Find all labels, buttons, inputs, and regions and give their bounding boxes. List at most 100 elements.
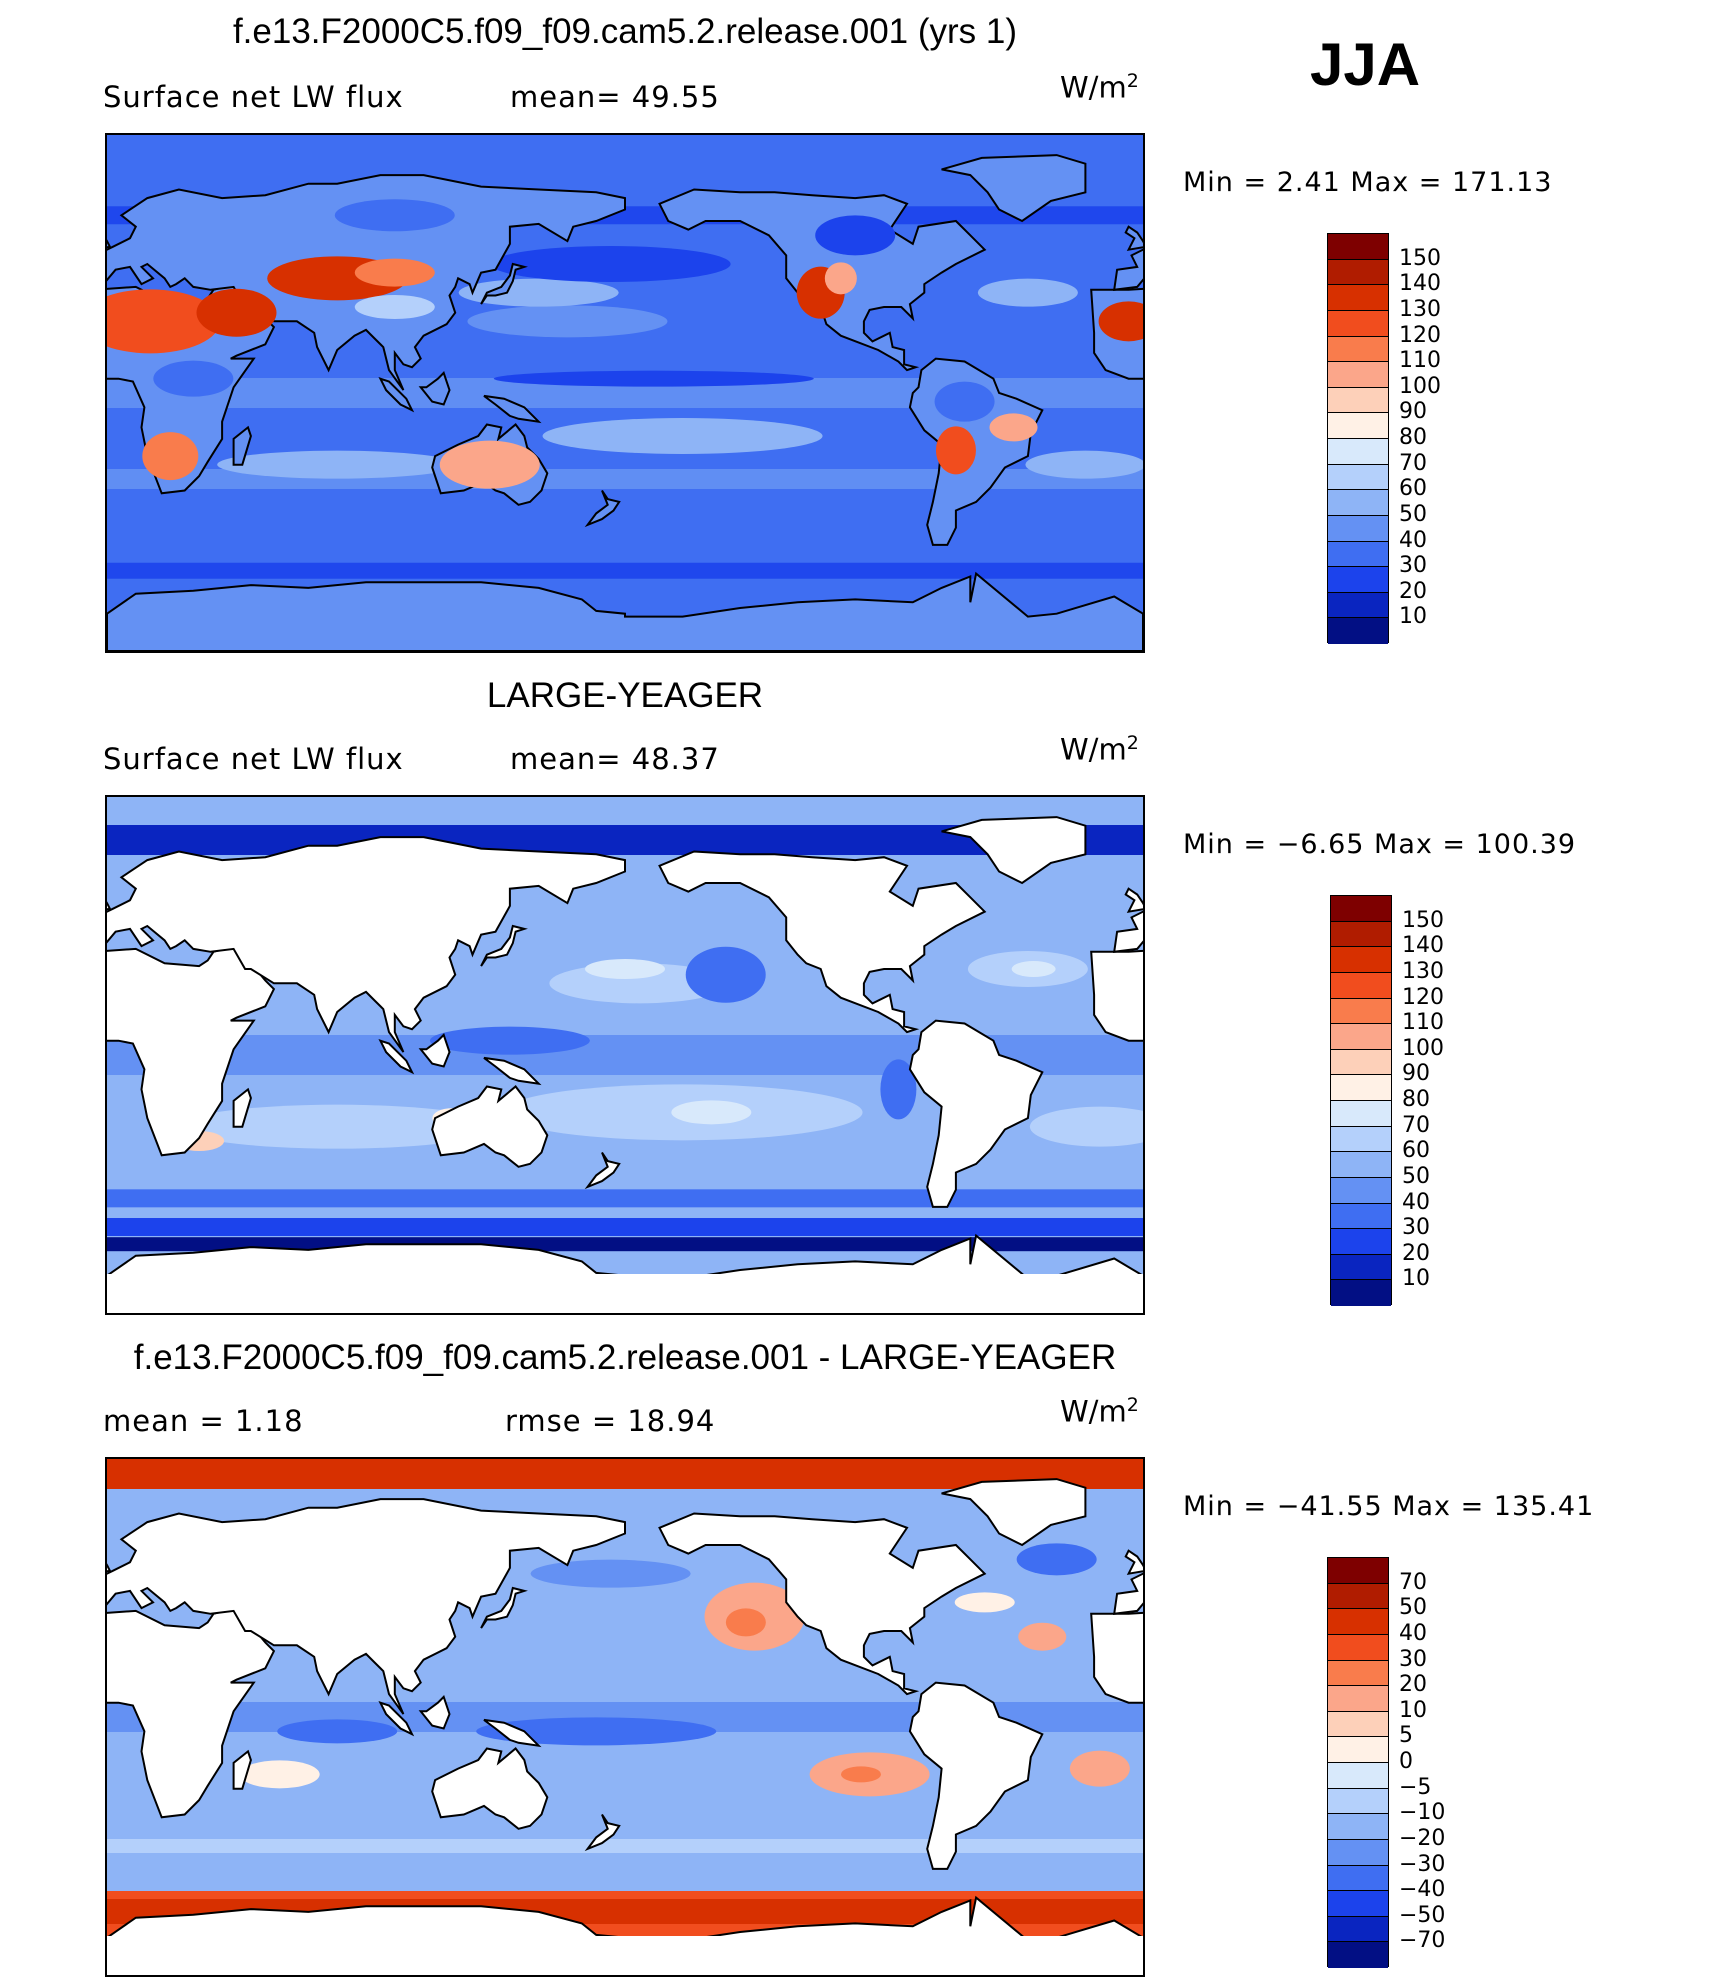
land-borneo [418, 1033, 451, 1068]
colorbar-segment [1328, 336, 1388, 363]
field-patch [934, 381, 995, 422]
colorbar-label: 60 [1399, 476, 1427, 502]
colorbar-label: −5 [1399, 1774, 1432, 1800]
land-africa [1090, 1611, 1143, 1704]
field-patch [1029, 1106, 1143, 1147]
colorbar-segment [1328, 1865, 1388, 1892]
colorbar-label: 10 [1402, 1266, 1430, 1292]
field-patch [585, 959, 665, 979]
world-map [105, 133, 1145, 653]
panel-mean-label: mean= 49.55 [510, 80, 720, 114]
land-japan [480, 1586, 528, 1629]
land-sumatra [378, 1039, 415, 1075]
colorbar-label: 50 [1402, 1163, 1430, 1189]
land-japan [480, 262, 528, 305]
colorbar-label: −30 [1399, 1851, 1446, 1877]
panel-variable-label: Surface net LW flux [103, 80, 404, 114]
land-britain [107, 239, 112, 249]
land-africa [107, 944, 276, 1157]
colorbar-segment [1331, 1152, 1391, 1178]
colorbar-label: 30 [1402, 1215, 1430, 1241]
colorbar-label: 40 [1399, 1620, 1427, 1646]
colorbar-label: 80 [1402, 1087, 1430, 1112]
colorbar-label: −40 [1399, 1877, 1446, 1903]
missing-data-region [107, 1274, 1143, 1313]
colorbar-label: 70 [1399, 450, 1427, 476]
land-japan [480, 924, 528, 967]
field-band [107, 562, 1143, 579]
field-patch [542, 418, 823, 454]
panel-title: LARGE-YEAGER [486, 676, 764, 715]
min-max-readout: Min = −6.65 Max = 100.39 [1183, 829, 1577, 860]
colorbar-label: 5 [1399, 1723, 1413, 1749]
field-patch [493, 370, 814, 387]
colorbar-label: 150 [1399, 245, 1441, 271]
missing-data-region [107, 1936, 1143, 1975]
min-max-readout: Min = 2.41 Max = 171.13 [1183, 167, 1553, 198]
world-map [105, 795, 1145, 1315]
colorbar-label: 110 [1402, 1010, 1444, 1036]
field-hot-patch [935, 426, 976, 475]
colorbar-segment [1331, 1229, 1391, 1255]
colorbar-segment [1328, 1686, 1388, 1712]
field-patch [153, 360, 234, 397]
colorbar-label: 70 [1399, 1569, 1427, 1595]
land-newguinea [483, 394, 542, 424]
colorbar-scale [1327, 233, 1389, 644]
field-band [107, 515, 1143, 529]
land-madagascar [232, 1087, 252, 1128]
field-hot-patch [439, 440, 540, 489]
field-cold-patch [815, 215, 896, 256]
colorbar-label: −50 [1399, 1902, 1446, 1928]
colorbar-label: −20 [1399, 1825, 1446, 1851]
field-band [107, 1839, 1143, 1853]
colorbar-segment [1328, 1558, 1388, 1584]
colorbar-segment [1331, 947, 1391, 973]
field-warm-patch [954, 1592, 1015, 1613]
colorbar-label: 90 [1399, 399, 1427, 425]
land-britain [1124, 1549, 1143, 1576]
land-newguinea [483, 1056, 542, 1086]
panel-units: W/m2 [1060, 732, 1139, 767]
colorbar-label: 10 [1399, 604, 1427, 630]
colorbar-label: 150 [1402, 907, 1444, 933]
field-hot-patch [824, 262, 857, 295]
colorbar-segment [1331, 1280, 1391, 1306]
colorbar-label: 20 [1402, 1240, 1430, 1266]
land-eurasia [1113, 910, 1143, 953]
land-britain [107, 901, 112, 911]
colorbar-label: 20 [1399, 578, 1427, 604]
field-patch [1011, 961, 1056, 977]
land-eurasia [107, 836, 626, 1053]
land-britain [107, 1563, 112, 1573]
field-patch [429, 1026, 590, 1055]
field-cold-patch [530, 1559, 691, 1588]
field-hot-patch [989, 413, 1038, 442]
colorbar-segment [1331, 998, 1391, 1025]
land-madagascar [232, 1749, 252, 1790]
field-warm-patch [1018, 1622, 1067, 1651]
colorbar-label: −10 [1399, 1800, 1446, 1826]
colorbar-segment [1328, 1942, 1388, 1968]
land-sumatra [378, 1701, 415, 1737]
colorbar-segment [1328, 567, 1388, 593]
colorbar-label: 40 [1402, 1189, 1430, 1215]
colorbar-segment [1328, 362, 1388, 388]
land-nz [584, 1813, 621, 1852]
field-patch [217, 450, 458, 479]
field-cold-patch [476, 1717, 717, 1746]
field-patch [467, 305, 668, 338]
colorbar-label: 110 [1399, 348, 1441, 374]
land-australia [431, 1747, 549, 1830]
colorbar-segment [1328, 1916, 1388, 1943]
land-greenland [941, 154, 1087, 223]
field-warm-patch [840, 1766, 881, 1783]
field-hot-patch [354, 258, 435, 287]
panel-mean-label: mean = 1.18 [103, 1404, 304, 1438]
colorbar-segment [1328, 515, 1388, 542]
colorbar-segment [1328, 259, 1388, 286]
colorbar-segment [1331, 1049, 1391, 1076]
colorbar-segment [1328, 618, 1388, 644]
land-newguinea [483, 1718, 542, 1748]
colorbar-segment [1331, 1254, 1391, 1281]
